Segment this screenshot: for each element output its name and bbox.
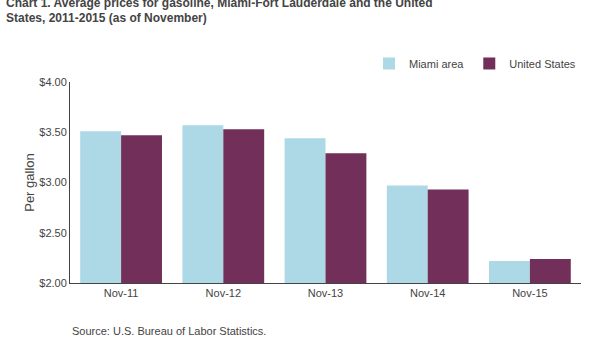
svg-text:Nov-13: Nov-13: [308, 287, 343, 299]
svg-text:Chart 1. Average prices for ga: Chart 1. Average prices for gasoline, Mi…: [6, 0, 433, 25]
svg-text:$4.00: $4.00: [39, 76, 67, 88]
svg-text:$3.50: $3.50: [39, 126, 67, 138]
svg-text:Per gallon: Per gallon: [22, 153, 37, 212]
svg-text:$2.50: $2.50: [39, 227, 67, 239]
svg-text:$3.00: $3.00: [39, 176, 67, 188]
svg-text:$2.00: $2.00: [39, 277, 67, 289]
svg-text:United States: United States: [509, 58, 576, 70]
svg-text:Nov-15: Nov-15: [512, 287, 547, 299]
svg-text:Nov-11: Nov-11: [104, 287, 139, 299]
svg-text:Nov-14: Nov-14: [410, 287, 445, 299]
svg-text:Nov-12: Nov-12: [206, 287, 241, 299]
svg-text:Miami area: Miami area: [409, 58, 464, 70]
svg-text:Source: U.S. Bureau of Labor S: Source: U.S. Bureau of Labor Statistics.: [72, 325, 266, 337]
